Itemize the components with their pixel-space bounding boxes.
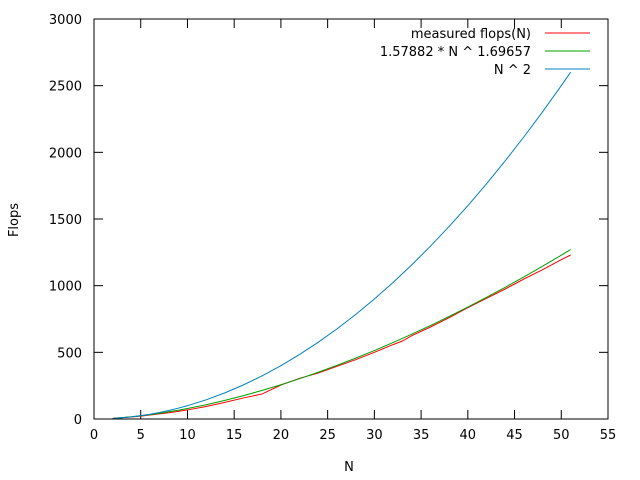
x-tick-label: 30 xyxy=(366,428,383,443)
x-tick-label: 5 xyxy=(137,428,145,443)
axis-ticks xyxy=(93,18,609,420)
y-tick-label: 2000 xyxy=(49,146,82,161)
series-n-squared-line xyxy=(112,71,572,419)
x-tick-label: 0 xyxy=(90,428,98,443)
legend: measured flops(N) 1.57882 * N ^ 1.69657 N … xyxy=(380,27,590,78)
y-tick-label: 500 xyxy=(57,346,82,361)
y-tick-label: 1000 xyxy=(49,280,82,295)
y-tick-label: 1500 xyxy=(49,213,82,228)
x-axis-label: N xyxy=(344,460,354,475)
x-tick-label: 35 xyxy=(413,428,430,443)
x-tick-label: 20 xyxy=(273,428,290,443)
x-tick-label: 10 xyxy=(179,428,196,443)
legend-label: measured flops(N) xyxy=(411,27,531,42)
x-tick-label: 50 xyxy=(553,428,570,443)
series-lines xyxy=(112,71,572,419)
x-tick-label: 45 xyxy=(506,428,523,443)
x-tick-label: 25 xyxy=(319,428,336,443)
y-tick-label: 3000 xyxy=(49,13,82,28)
plot-frame xyxy=(93,18,609,420)
legend-label: 1.57882 * N ^ 1.69657 xyxy=(380,45,531,60)
y-tick-label: 0 xyxy=(74,413,82,428)
x-tick-label: 15 xyxy=(226,428,243,443)
series-measured-flops-line xyxy=(112,254,571,419)
tick-labels: 0 5 10 15 20 25 30 35 40 45 50 55 0 500 1000 1500 2000 25… xyxy=(49,13,616,443)
x-tick-label: 40 xyxy=(460,428,477,443)
y-axis-label: Flops xyxy=(7,203,22,237)
x-tick-label: 55 xyxy=(600,428,617,443)
y-tick-label: 2500 xyxy=(49,80,82,95)
legend-label: N ^ 2 xyxy=(494,63,531,78)
series-fit-line xyxy=(112,249,571,419)
